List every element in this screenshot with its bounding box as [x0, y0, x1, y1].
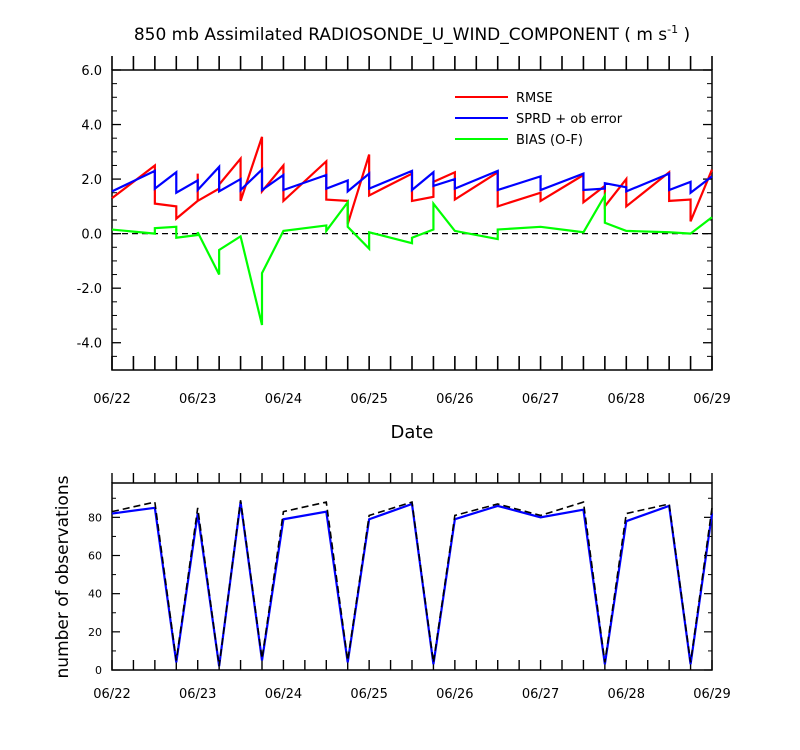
x-tick-label: 06/26: [436, 392, 473, 407]
series-line-sprd-ob-error: [111, 164, 713, 195]
x-tick-label: 06/25: [350, 392, 387, 407]
chart-title: 850 mb Assimilated RADIOSONDE_U_WIND_COM…: [134, 23, 690, 45]
obs-count-assimilated-line: [111, 501, 714, 667]
x-tick-label: 06/28: [608, 392, 645, 407]
x-tick-label: 06/22: [93, 392, 130, 407]
x-tick-label: 06/29: [693, 392, 730, 407]
series-line-bias-o-f-: [111, 191, 713, 326]
bottom-x-tick-label: 06/27: [522, 687, 559, 702]
y-tick-label: -4.0: [77, 337, 102, 352]
legend-label: SPRD + ob error: [516, 112, 623, 127]
bottom-x-tick-label: 06/28: [608, 687, 645, 702]
y-tick-label: 4.0: [81, 119, 102, 134]
chart-title-sup: -1: [667, 23, 678, 36]
x-axis-title: Date: [390, 422, 433, 443]
obs-count-possible-line: [111, 500, 713, 667]
bottom-x-tick-label: 06/25: [350, 687, 387, 702]
x-tick-label: 06/24: [265, 392, 302, 407]
chart-title-main: 850 mb Assimilated RADIOSONDE_U_WIND_COM…: [134, 25, 667, 45]
top-chart: 6.0 4.0 2.0 0.0 -2.0 -4.0 06/22 06/23 06/24 06/25…: [77, 56, 731, 407]
chart-title-suffix: ): [678, 25, 690, 45]
bottom-y-tick-label: 80: [88, 511, 102, 524]
x-tick-label: 06/27: [522, 392, 559, 407]
legend-label: BIAS (O-F): [516, 133, 583, 148]
bottom-chart: 0 20 40 60 80 06/22 06/23 06/24 06/25 06/26 06/27 0…: [88, 473, 731, 702]
bottom-y-tick-label: 0: [95, 664, 102, 677]
bottom-y-tick-label: 60: [88, 550, 102, 563]
bottom-x-tick-label: 06/26: [436, 687, 473, 702]
y-tick-label: -2.0: [77, 282, 102, 297]
bottom-x-tick-label: 06/23: [179, 687, 216, 702]
y-tick-label: 0.0: [81, 228, 102, 243]
legend-label: RMSE: [516, 91, 553, 106]
bottom-x-tick-label: 06/29: [693, 687, 730, 702]
bottom-x-tick-label: 06/24: [265, 687, 302, 702]
bottom-y-tick-label: 20: [88, 626, 102, 639]
y-tick-label: 2.0: [81, 173, 102, 188]
bottom-y-axis-title: number of observations: [53, 475, 73, 678]
y-tick-label: 6.0: [81, 64, 102, 79]
bottom-y-tick-label: 40: [88, 588, 102, 601]
x-tick-label: 06/23: [179, 392, 216, 407]
bottom-x-tick-label: 06/22: [93, 687, 130, 702]
